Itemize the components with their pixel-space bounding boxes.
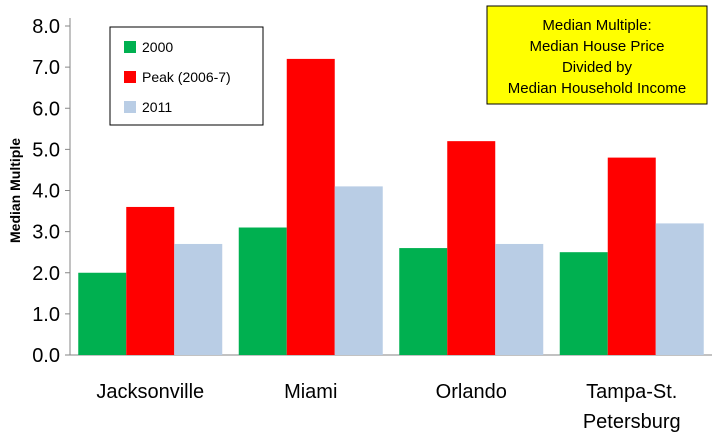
bar-2000-2 bbox=[399, 248, 448, 355]
x-tick-label: Miami bbox=[284, 381, 337, 403]
x-tick-label: Tampa-St. bbox=[586, 381, 677, 403]
y-tick-label: 7.0 bbox=[32, 57, 60, 79]
bar-2000-3 bbox=[559, 252, 608, 355]
annotation-line: Divided by bbox=[562, 59, 633, 76]
bar-2011-2 bbox=[495, 243, 544, 355]
legend-label: 2000 bbox=[142, 39, 173, 55]
bar-2011-1 bbox=[334, 186, 383, 355]
x-tick-label: Jacksonville bbox=[96, 381, 204, 403]
bar-peak-2006-7-1 bbox=[286, 58, 335, 356]
bar-2011-0 bbox=[174, 243, 223, 355]
bar-peak-2006-7-0 bbox=[126, 206, 175, 355]
x-tick-label: Petersburg bbox=[583, 411, 681, 433]
bar-peak-2006-7-2 bbox=[447, 141, 496, 355]
annotation-line: Median Household Income bbox=[508, 80, 686, 97]
y-axis-title: Median Multiple bbox=[7, 138, 23, 243]
bar-2000-0 bbox=[78, 272, 127, 355]
y-tick-label: 8.0 bbox=[32, 16, 60, 38]
bar-2000-1 bbox=[238, 227, 287, 355]
annotation-line: Median Multiple: bbox=[542, 17, 651, 34]
legend-swatch bbox=[124, 71, 136, 83]
legend-label: 2011 bbox=[142, 99, 172, 115]
legend-swatch bbox=[124, 41, 136, 53]
bar-2011-3 bbox=[655, 223, 704, 355]
x-tick-label: Orlando bbox=[436, 381, 507, 403]
y-tick-label: 5.0 bbox=[32, 139, 60, 161]
y-tick-label: 2.0 bbox=[32, 263, 60, 285]
y-tick-label: 6.0 bbox=[32, 98, 60, 120]
y-tick-label: 4.0 bbox=[32, 181, 60, 203]
y-tick-label: 0.0 bbox=[32, 345, 60, 367]
y-tick-label: 1.0 bbox=[32, 304, 60, 326]
annotation-box bbox=[486, 5, 708, 105]
annotation-line: Median House Price bbox=[529, 38, 664, 55]
y-tick-label: 3.0 bbox=[32, 222, 60, 244]
legend-swatch bbox=[124, 101, 136, 113]
legend-label: Peak (2006-7) bbox=[142, 69, 231, 85]
bar-peak-2006-7-3 bbox=[607, 157, 656, 355]
